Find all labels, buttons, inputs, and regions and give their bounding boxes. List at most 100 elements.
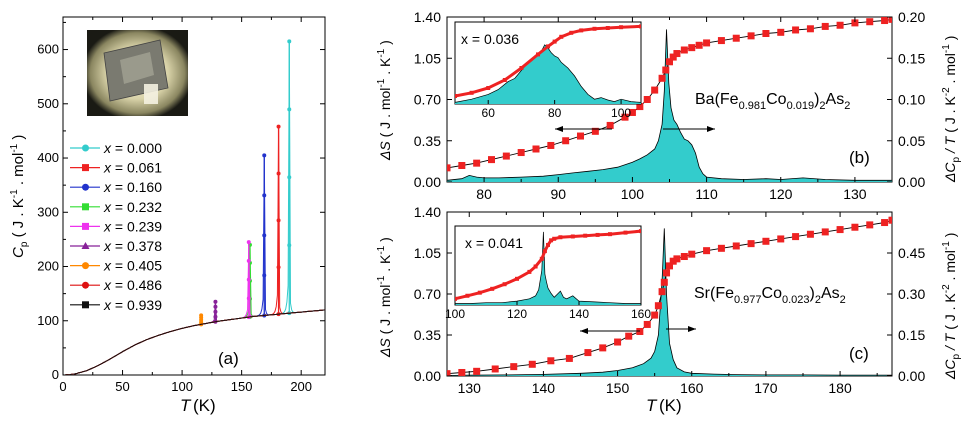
- cp-peak-marker-x0.378: [213, 299, 218, 304]
- entropy-marker: [473, 367, 481, 375]
- entropy-marker: [792, 233, 800, 241]
- inset-xtick-label: 140: [569, 307, 589, 321]
- inset-entropy-line: [455, 229, 641, 301]
- inset-entropy-marker: [570, 234, 575, 239]
- cp-peak-marker-x0.000: [287, 243, 292, 248]
- inset-entropy-marker: [592, 26, 597, 31]
- entropy-marker: [669, 257, 677, 265]
- inset-entropy-marker: [583, 233, 588, 238]
- entropy-marker: [821, 228, 829, 236]
- panel-c-xlabel: T (K): [646, 396, 682, 415]
- cp-peak-marker-x0.061: [276, 171, 281, 176]
- sample-photo: [87, 30, 188, 116]
- ytick-left-label: 1.05: [414, 50, 441, 66]
- inset-entropy-marker: [469, 90, 474, 95]
- cp-peak-marker-x0.061: [276, 218, 281, 223]
- entropy-marker: [836, 226, 844, 234]
- inset-entropy-marker: [539, 256, 544, 261]
- entropy-marker: [614, 338, 622, 346]
- ytick-left-label: 0.70: [414, 286, 441, 302]
- entropy-marker: [747, 32, 755, 40]
- inset-entropy-marker: [536, 52, 541, 57]
- ytick-right-label: 0.05: [898, 133, 925, 149]
- entropy-marker: [562, 137, 570, 145]
- dcp-line: [447, 29, 892, 181]
- panel-a-ytick-label: 100: [37, 313, 59, 328]
- panel-2-xtick-label: 180: [828, 380, 852, 396]
- panel-2-xtick-label: 160: [680, 380, 704, 396]
- ytick-right-label: 0.15: [898, 50, 925, 66]
- panel-a-ytick-label: 200: [37, 259, 59, 274]
- cp-peak-marker-x0.239: [246, 258, 251, 263]
- entropy-marker: [669, 53, 677, 61]
- entropy-marker: [643, 320, 651, 328]
- legend-marker-x0.405: [82, 262, 89, 270]
- entropy-marker: [866, 221, 874, 229]
- cp-peak-marker-x0.061: [276, 265, 281, 270]
- legend-label-x0.000: x = 0.000: [103, 140, 162, 156]
- cp-peak-marker-x0.160: [262, 193, 267, 198]
- panel-c-right-arrow: [666, 326, 696, 332]
- entropy-marker: [473, 159, 481, 167]
- svg-text:ΔS ( J . mol-1 . K-1 ): ΔS ( J . mol-1 . K-1 ): [376, 40, 393, 161]
- ytick-left-label: 0.00: [414, 368, 441, 384]
- inset-entropy-marker: [527, 269, 532, 274]
- cp-curve-x0.939: [65, 309, 325, 375]
- entropy-marker: [688, 250, 696, 258]
- panel-1-xtick-label: 120: [769, 186, 793, 202]
- panel-2-xtick-label: 140: [532, 380, 556, 396]
- svg-text:ΔS ( J . mol-1 . K-1 ): ΔS ( J . mol-1 . K-1 ): [376, 237, 393, 358]
- inset-xtick-label: 80: [548, 106, 562, 120]
- inset-entropy-marker: [465, 293, 470, 298]
- cp-peak-marker-x0.239: [246, 277, 251, 282]
- entropy-marker: [762, 237, 770, 245]
- inset-entropy-marker: [477, 290, 482, 295]
- entropy-marker: [510, 363, 518, 371]
- entropy-marker: [680, 253, 688, 261]
- panel-b-inset: 60 80 100 x = 0.036: [454, 21, 642, 120]
- entropy-marker: [528, 360, 536, 368]
- panel-2-xtick-label: 170: [754, 380, 778, 396]
- entropy-marker: [517, 149, 525, 157]
- cp-peak-marker-x0.405: [199, 313, 204, 318]
- entropy-marker: [717, 244, 725, 252]
- entropy-marker: [666, 262, 673, 270]
- entropy-marker: [866, 18, 874, 26]
- panel-1-xtick-label: 110: [695, 186, 718, 202]
- entropy-marker: [792, 26, 800, 34]
- panel-a-label: (a): [218, 349, 239, 368]
- panel-1-xtick-label: 100: [621, 186, 645, 202]
- dcp-area: [447, 29, 892, 182]
- legend-label-x0.160: x = 0.160: [103, 179, 162, 195]
- panel-b-ylabel-left: ΔS ( J . mol-1 . K-1 ): [376, 40, 393, 161]
- svg-text:(K): (K): [659, 396, 682, 415]
- panel-c-left-arrow: [580, 328, 640, 334]
- entropy-marker: [591, 127, 599, 135]
- legend-label-x0.939: x = 0.939: [103, 297, 162, 313]
- panel-2-xtick-label: 130: [458, 380, 482, 396]
- cp-peak-marker-x0.160: [262, 153, 267, 158]
- panel-a-xtick-label: 200: [290, 379, 312, 394]
- entropy-marker: [621, 113, 629, 121]
- entropy-marker: [532, 145, 540, 153]
- legend-marker-x0.160: [82, 183, 89, 191]
- inset-entropy-marker: [623, 230, 628, 235]
- svg-text:Cp ( J . K-1 . mol-1 ): Cp ( J . K-1 . mol-1 ): [9, 135, 30, 258]
- entropy-marker: [888, 216, 892, 224]
- cp-peak-marker-x0.378: [213, 314, 218, 319]
- inset-entropy-marker: [455, 296, 457, 301]
- cp-peak-marker-x0.000: [287, 39, 292, 44]
- entropy-marker: [851, 19, 859, 27]
- dcp-line: [447, 228, 892, 376]
- entropy-marker: [491, 365, 499, 373]
- entropy-marker: [673, 255, 681, 263]
- inset-entropy-marker: [542, 249, 547, 254]
- inset-entropy-marker: [619, 25, 624, 30]
- panel-c-inset-label: x = 0.041: [465, 235, 523, 251]
- entropy-marker: [851, 223, 859, 231]
- ytick-right-label: 0.10: [898, 92, 925, 108]
- legend-label-x0.232: x = 0.232: [103, 199, 162, 215]
- inset-entropy-marker: [608, 232, 612, 237]
- panel-a-legend: x = 0.000 x = 0.061 x = 0.160 x = 0.232 x = …: [70, 140, 162, 313]
- cp-peak-marker-x0.000: [287, 175, 292, 180]
